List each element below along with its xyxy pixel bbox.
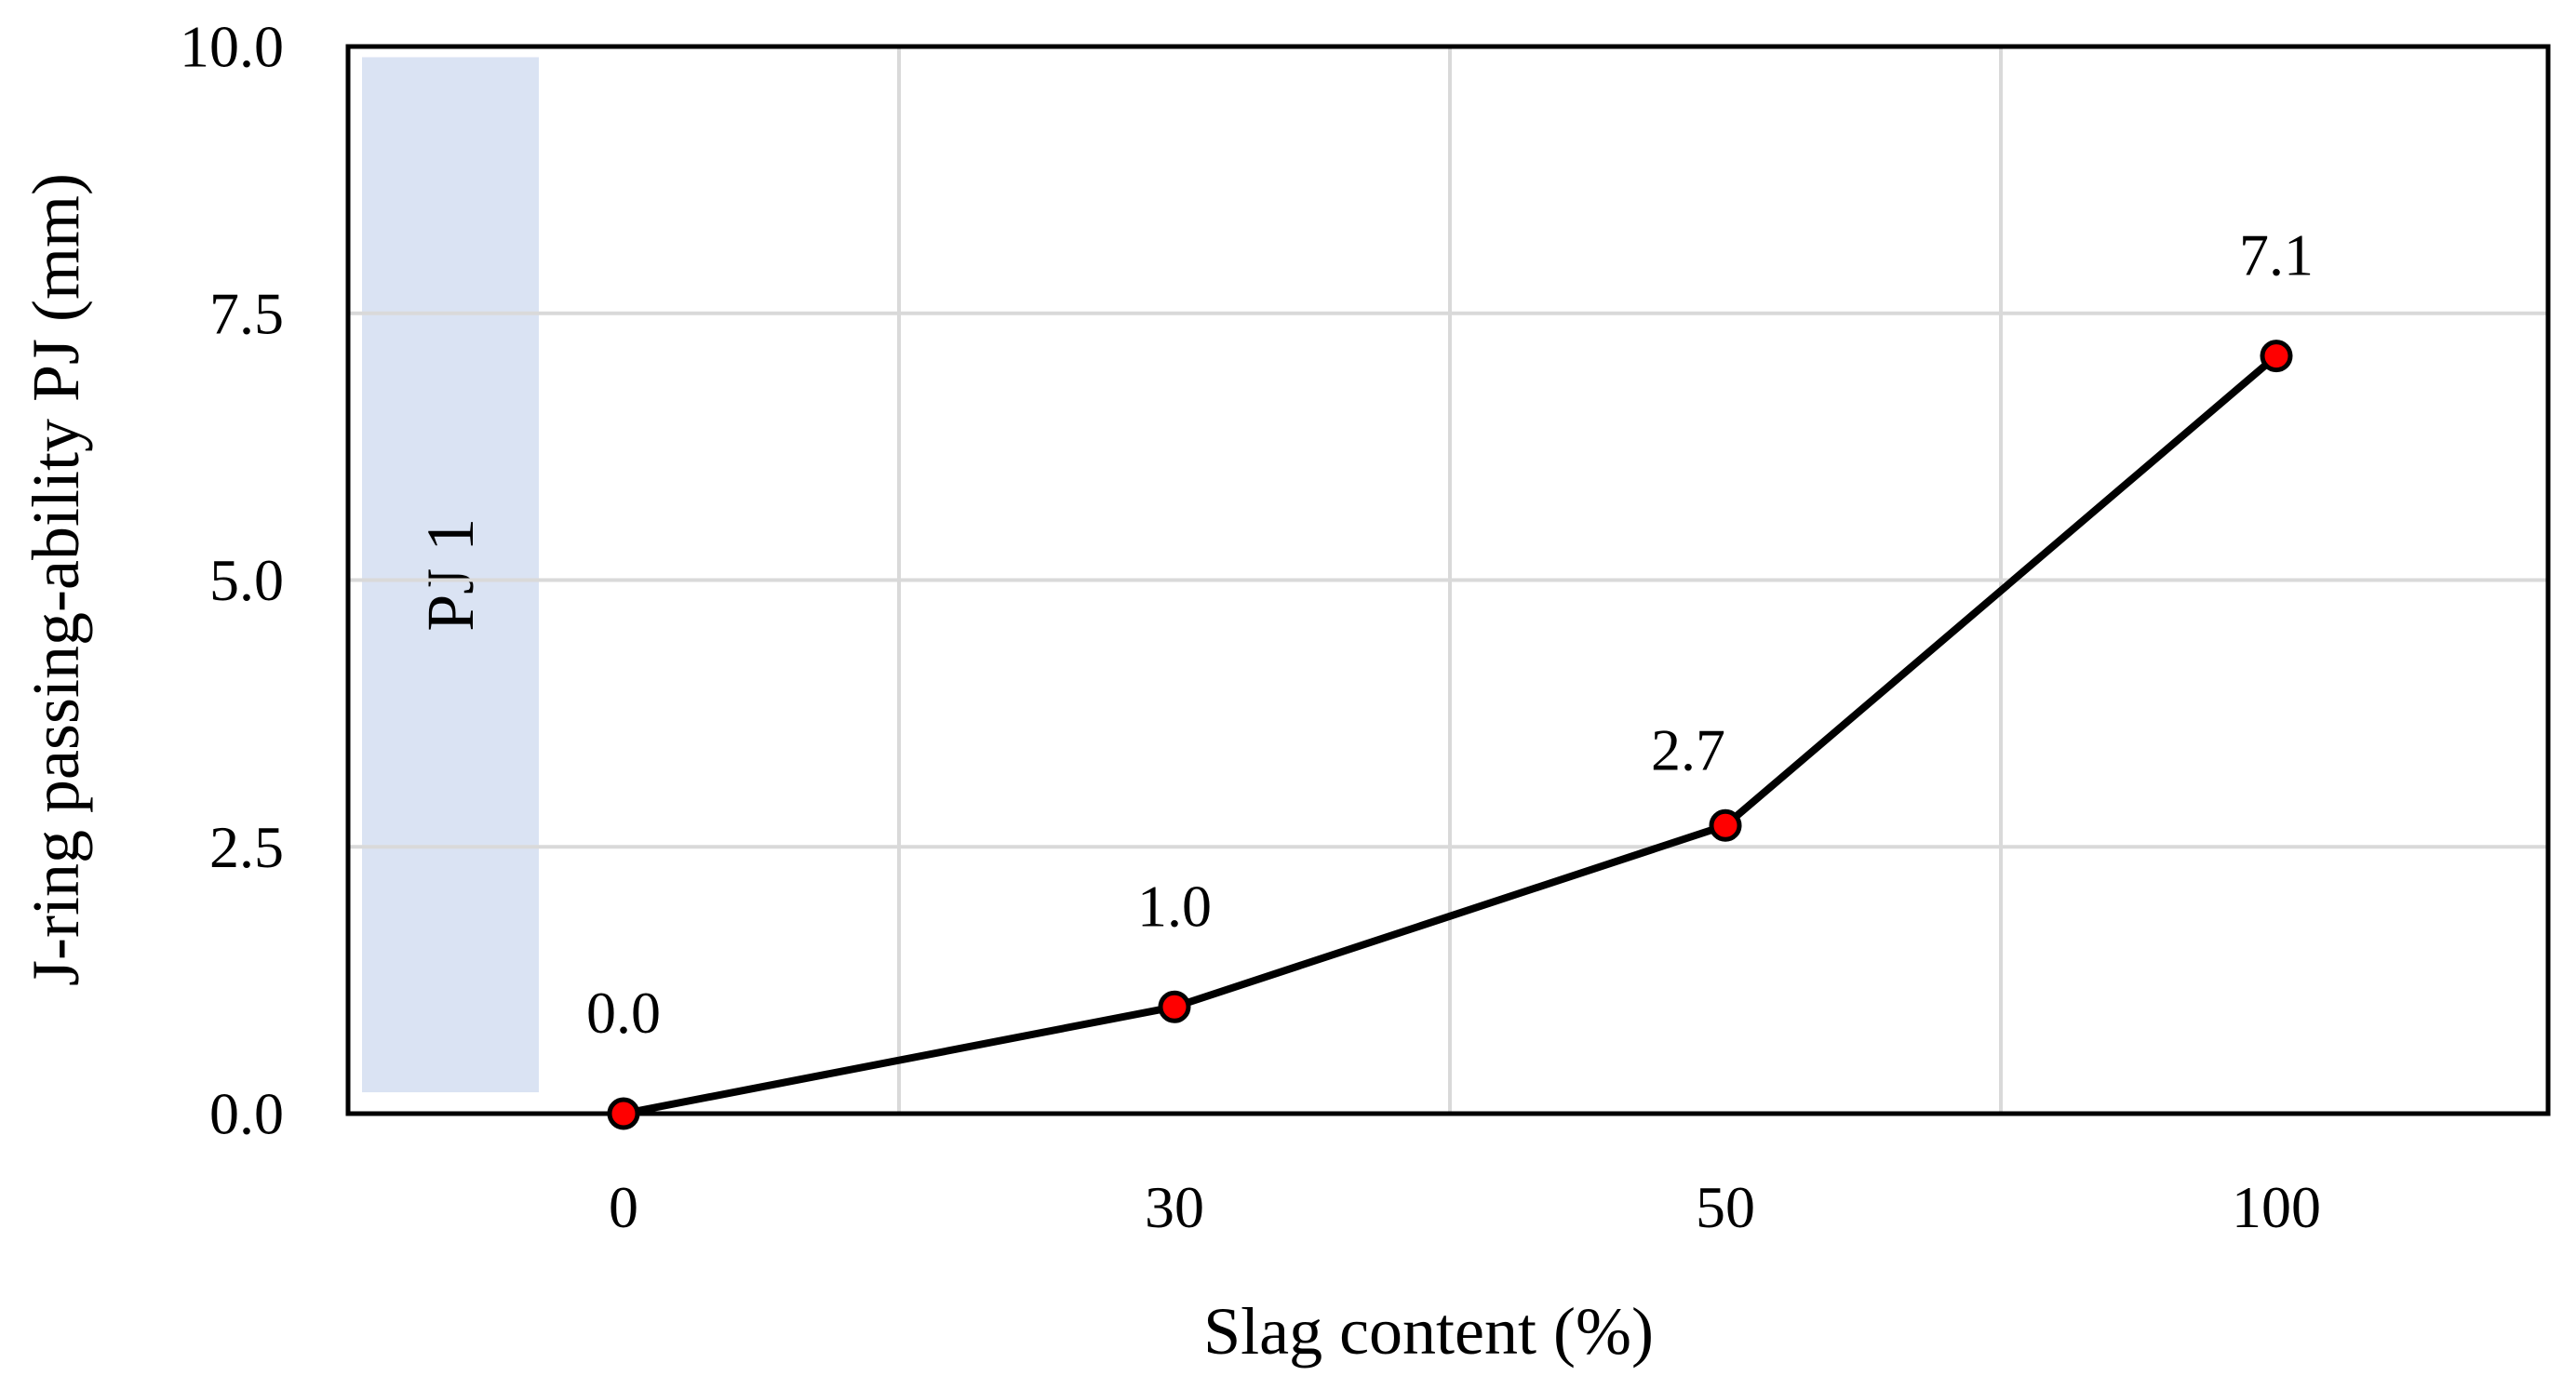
data-label-30: 1.0 (1137, 873, 1212, 939)
x-tick-label: 0 (609, 1174, 638, 1240)
x-axis-title: Slag content (%) (1203, 1294, 1654, 1369)
gridlines (348, 47, 2548, 1114)
x-axis-ticks: 0 30 50 100 (609, 1174, 2321, 1240)
data-point-0 (607, 1097, 640, 1130)
data-point-50 (1709, 808, 1742, 842)
pj-band (362, 57, 539, 1093)
y-axis-ticks: 0.0 2.5 5.0 7.5 10.0 (180, 14, 284, 1147)
y-tick-label: 2.5 (209, 814, 284, 880)
y-tick-label: 7.5 (209, 280, 284, 346)
y-tick-label: 10.0 (180, 14, 284, 80)
y-tick-label: 0.0 (209, 1081, 284, 1147)
plot-frame (345, 44, 2551, 1116)
x-tick-label: 50 (1696, 1174, 1755, 1240)
y-tick-label: 5.0 (209, 547, 284, 613)
pj-band-layer: PJ 1 (362, 57, 539, 1093)
data-label-0: 0.0 (586, 980, 661, 1046)
plot-frame-layer (345, 44, 2551, 1116)
data-label-100: 7.1 (2239, 222, 2314, 288)
series-layer (607, 340, 2293, 1130)
series-line (623, 353, 2279, 1117)
x-tick-label: 30 (1145, 1174, 1204, 1240)
y-axis-title: J-ring passing-ability PJ (mm) (19, 173, 93, 986)
x-tick-label: 100 (2232, 1174, 2321, 1240)
data-point-30 (1158, 990, 1191, 1023)
pj-band-label: PJ 1 (413, 518, 488, 632)
data-point-100 (2260, 340, 2293, 373)
data-label-layer: 0.0 1.0 2.7 7.1 (586, 222, 2314, 1046)
data-label-50: 2.7 (1651, 716, 1725, 782)
